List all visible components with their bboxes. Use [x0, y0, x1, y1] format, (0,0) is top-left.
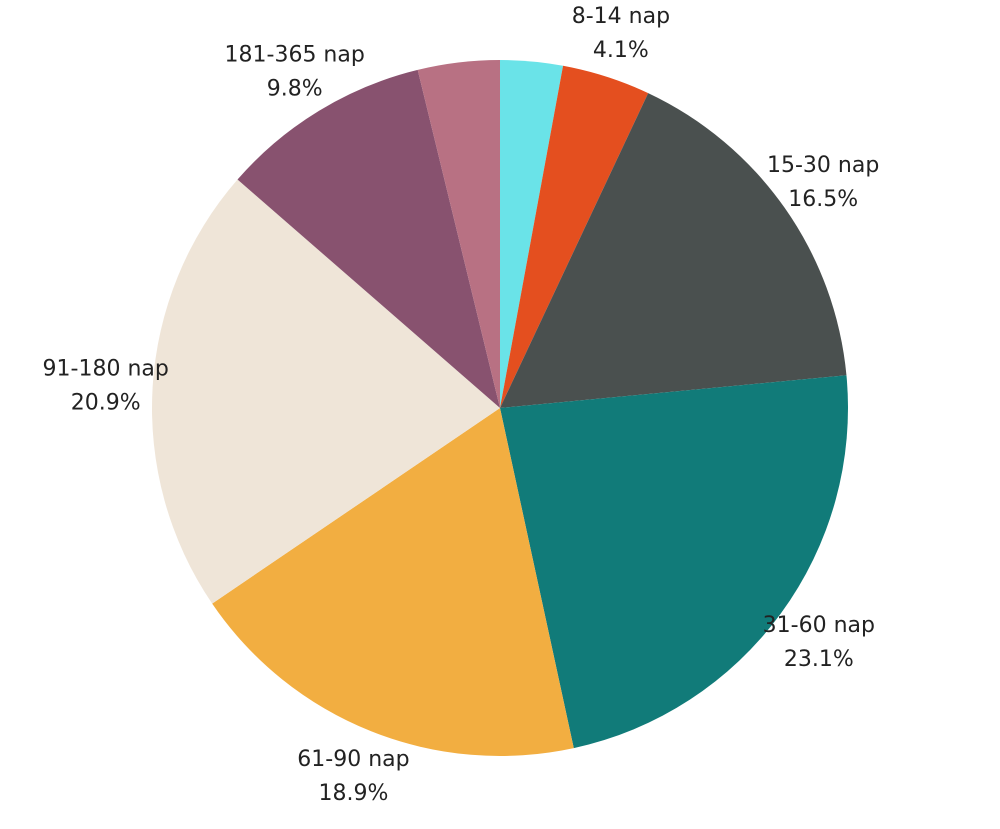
slice-value-31-60-nap: 23.1%: [784, 647, 854, 672]
slice-label-8-14-nap: 8-14 nap: [572, 4, 670, 29]
slice-label-91-180-nap: 91-180 nap: [43, 356, 169, 381]
slice-value-181-365-nap: 9.8%: [267, 77, 323, 102]
pie-slices: [152, 60, 848, 756]
pie-slice-31-60-nap: [500, 375, 848, 749]
slice-label-31-60-nap: 31-60 nap: [763, 613, 875, 638]
slice-label-61-90-nap: 61-90 nap: [297, 747, 409, 772]
pie-slice-7: [417, 60, 500, 408]
pie-slice-91-180-nap: [152, 179, 500, 604]
pie-slice-61-90-nap: [212, 408, 574, 756]
pie-labels: 8-14 nap 4.1% 15-30 nap 16.5% 31-60 nap 23.1%…: [43, 4, 880, 806]
slice-value-15-30-nap: 16.5%: [788, 187, 858, 212]
pie-slice-8-14-nap: [500, 65, 649, 408]
slice-label-15-30-nap: 15-30 nap: [767, 153, 879, 178]
slice-value-61-90-nap: 18.9%: [318, 781, 388, 806]
slice-value-91-180-nap: 20.9%: [71, 390, 141, 415]
slice-value-8-14-nap: 4.1%: [593, 38, 649, 63]
slice-label-181-365-nap: 181-365 nap: [225, 43, 365, 68]
pie-slice-181-365-nap: [237, 69, 501, 408]
pie-slice-15-30-nap: [500, 93, 847, 409]
pie-slice-0: [500, 60, 564, 408]
